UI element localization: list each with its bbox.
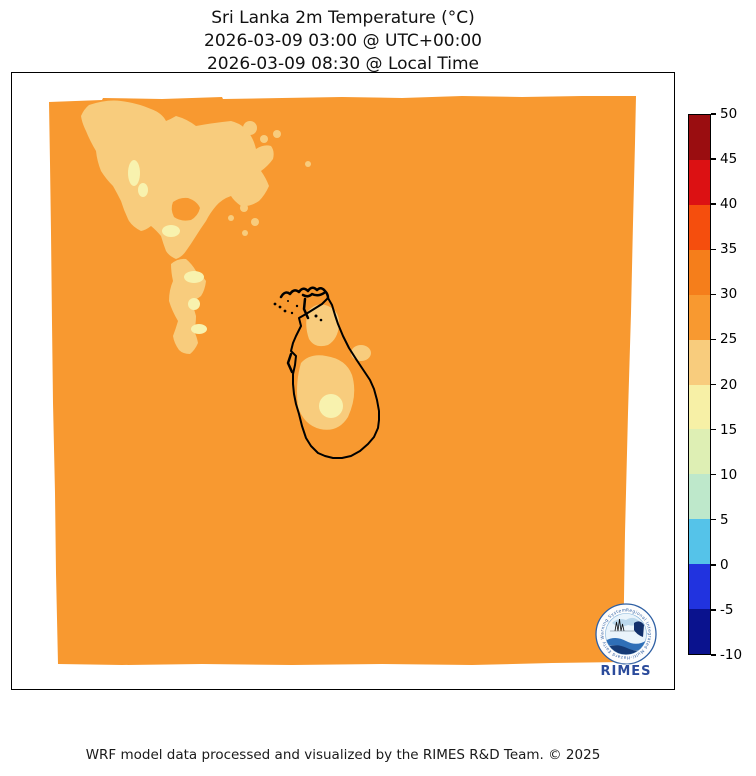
colorbar-segment	[689, 519, 710, 565]
colorbar-tick-label: -10	[720, 647, 743, 663]
colorbar-tick	[711, 519, 716, 521]
sri-lanka-coastline	[279, 286, 380, 459]
colorbar-tick	[711, 383, 716, 386]
colorbar-tick	[711, 473, 716, 476]
logo-silhouette	[634, 621, 644, 637]
islet-dot	[283, 309, 287, 313]
logo-seismograph-icon	[614, 618, 625, 632]
india-warm-hole	[171, 197, 200, 221]
sri-lanka-islets	[273, 300, 323, 322]
islet-dot	[290, 311, 294, 315]
sri-lanka-cool-patches	[297, 304, 371, 430]
colorbar-segment	[689, 609, 710, 655]
colorbar-tick	[711, 654, 716, 656]
india-coolest-spots	[128, 160, 207, 334]
map-axes: Regional Integrated Multi-Hazard Early W…	[11, 72, 675, 690]
india-cool-spots	[228, 121, 311, 236]
colorbar: 50 45 40 35 30 25 20 15 10 5 0 -5 -10	[688, 106, 742, 663]
logo-wave-icon	[605, 638, 647, 651]
colorbar-segment	[689, 204, 710, 250]
colorbar-segment	[689, 564, 710, 610]
sri-lanka-east-cool-patch	[351, 345, 371, 361]
colorbar-tick-label: 30	[720, 286, 738, 303]
colorbar-segment	[689, 159, 710, 205]
india-cool-patch-main	[81, 100, 274, 259]
colorbar-tick-label: -5	[720, 601, 734, 618]
colorbar-tick-label: 40	[720, 196, 738, 213]
temperature-field-map	[49, 96, 636, 665]
colorbar-tick	[711, 293, 716, 296]
colorbar-tick-label: 20	[720, 376, 738, 393]
plot-subtitle-local: 2026-03-09 08:30 @ Local Time	[206, 54, 480, 74]
rimes-logo: Regional Integrated Multi-Hazard Early W…	[588, 601, 664, 687]
colorbar-segment	[689, 339, 710, 385]
colorbar-tick	[711, 338, 716, 341]
cool-spot	[228, 215, 234, 221]
colorbar-segment	[689, 474, 710, 520]
colorbar-segment	[689, 294, 710, 340]
sri-lanka-coolest-patch	[319, 394, 343, 418]
colorbar-tick	[711, 428, 716, 431]
colorbar-tick	[711, 203, 716, 205]
cool-spot	[251, 218, 259, 226]
cool-spot	[240, 204, 248, 212]
islet-dot	[295, 304, 299, 308]
islet-dot	[273, 302, 277, 306]
colorbar-tick-label: 0	[720, 556, 729, 573]
colorbar-tick	[711, 113, 716, 115]
colorbar-tick	[711, 248, 716, 250]
colorbar-tick	[711, 609, 716, 611]
sri-lanka-central-cool-patch	[297, 355, 355, 430]
colorbar-tick	[711, 564, 716, 566]
logo-scene	[605, 617, 647, 655]
coolest-spot	[191, 324, 207, 334]
sri-lanka-outline	[290, 297, 380, 459]
colorbar-tick-label: 35	[720, 241, 738, 258]
colorbar-segment	[689, 429, 710, 475]
colorbar-tick-label: 5	[720, 511, 729, 528]
colorbar-segment	[689, 249, 710, 295]
coolest-spot	[162, 225, 180, 237]
plot-subtitle-utc: 2026-03-09 03:00 @ UTC+00:00	[204, 31, 482, 51]
islet-dot	[278, 305, 282, 309]
coolest-spot	[188, 298, 200, 310]
islet-dot	[287, 300, 289, 302]
plot-title: Sri Lanka 2m Temperature (°C)	[211, 8, 475, 28]
cool-spot	[242, 230, 248, 236]
logo-wave-dark-icon	[606, 645, 646, 655]
colorbar-segment	[689, 384, 710, 430]
colorbar-tick	[711, 158, 716, 160]
coolest-spot	[128, 160, 140, 186]
sri-lanka-north-cool-patch	[306, 304, 340, 347]
coolest-spot	[184, 271, 204, 283]
islet-dot	[319, 318, 323, 322]
colorbar-tick-label: 15	[720, 421, 738, 438]
colorbar-tick-label: 45	[720, 151, 738, 168]
coolest-spot	[138, 183, 148, 197]
rimes-wordmark: RIMES	[600, 664, 652, 679]
title-block: Sri Lanka 2m Temperature (°C) 2026-03-09…	[11, 7, 675, 76]
jaffna-peninsula-outline	[279, 286, 330, 374]
rimes-logo-emblem: Regional Integrated Multi-Hazard Early W…	[595, 603, 657, 665]
islet-dot	[314, 314, 318, 318]
cool-spot	[260, 135, 268, 143]
cool-spot	[243, 121, 257, 135]
cool-spot	[305, 161, 311, 167]
colorbar-segment	[689, 115, 710, 160]
colorbar-tick-label: 25	[720, 331, 738, 348]
cool-spot	[273, 130, 281, 138]
colorbar-tick-label: 50	[720, 106, 738, 122]
colorbar-tick-label: 10	[720, 466, 738, 483]
colorbar-bar	[688, 114, 711, 655]
footer-credit: WRF model data processed and visualized …	[85, 747, 601, 763]
